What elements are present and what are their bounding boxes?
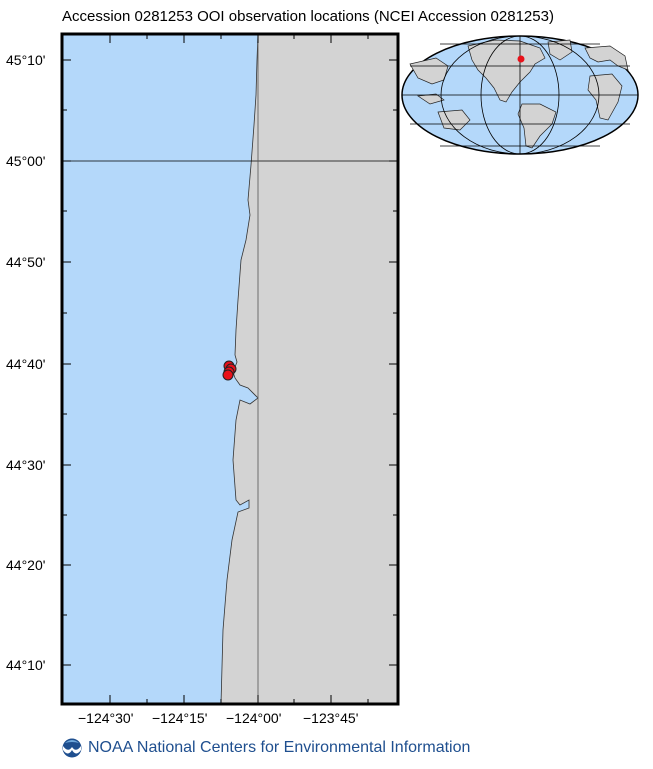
lon-tick-label: −124°00' [226,710,281,726]
lon-tick-label: −123°45' [303,710,358,726]
lon-tick-label: −124°30' [78,710,133,726]
lat-tick-label: 45°00' [6,153,45,169]
observation-point [223,370,233,380]
lat-tick-label: 44°40' [6,356,45,372]
noaa-logo-icon [62,738,82,758]
lat-tick-label: 44°30' [6,457,45,473]
lon-tick-label: −124°15' [152,710,207,726]
footer: NOAA National Centers for Environmental … [62,737,470,759]
inset-globe [402,36,638,154]
footer-text: NOAA National Centers for Environmental … [88,739,470,757]
main-map [62,34,398,704]
lat-tick-label: 45°10' [6,52,45,68]
lat-tick-label: 44°10' [6,657,45,673]
inset-location-marker [518,56,525,63]
lat-tick-label: 44°20' [6,557,45,573]
lat-tick-label: 44°50' [6,254,45,270]
